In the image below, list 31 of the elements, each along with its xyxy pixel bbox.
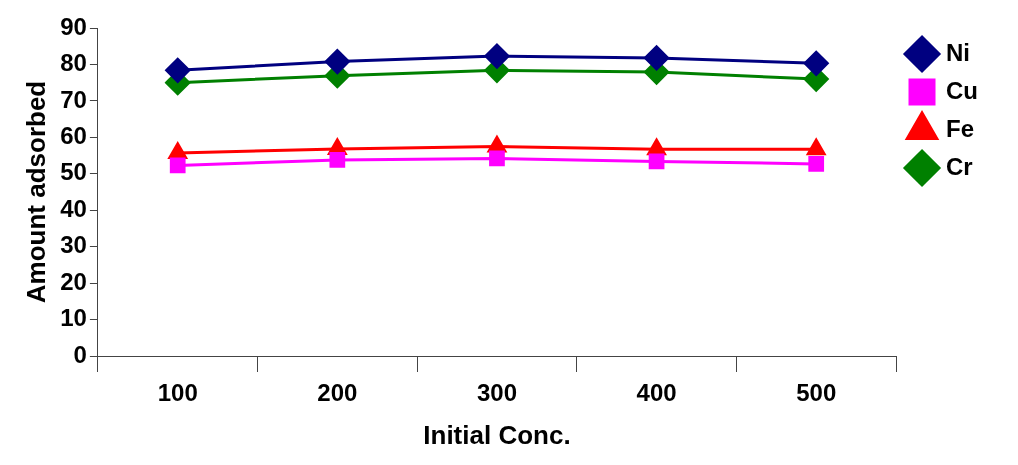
point [808,156,825,172]
x-tick-label: 100 [157,379,198,407]
point [169,157,186,174]
point [803,50,829,76]
x-tick-label: 500 [796,379,837,407]
point [489,150,505,167]
y-tick-label: 0 [73,340,87,368]
point [165,57,191,83]
point [644,45,670,71]
x-tick-label: 400 [636,379,677,407]
legend-label: Cu [946,76,979,104]
y-axis-title: Amount adsorbed [20,80,51,304]
x-axis-title: Initial Conc. [423,419,571,450]
point [329,152,346,168]
y-tick-label: 70 [60,85,87,113]
legend-label: Ni [946,38,971,66]
legend-label: Cr [946,152,973,180]
y-tick-label: 20 [60,267,87,295]
y-tick-label: 80 [60,49,87,77]
y-tick-label: 50 [60,158,87,186]
y-tick-label: 30 [60,231,87,259]
x-tick-label: 300 [476,379,517,407]
x-tick-label: 200 [317,379,358,407]
point [648,153,665,170]
y-tick-label: 60 [60,121,87,149]
point [324,49,350,75]
point [484,43,510,69]
y-tick-label: 40 [60,194,87,222]
legend-label: Fe [946,114,975,142]
y-tick-label: 90 [60,12,87,40]
y-tick-label: 10 [60,304,87,332]
